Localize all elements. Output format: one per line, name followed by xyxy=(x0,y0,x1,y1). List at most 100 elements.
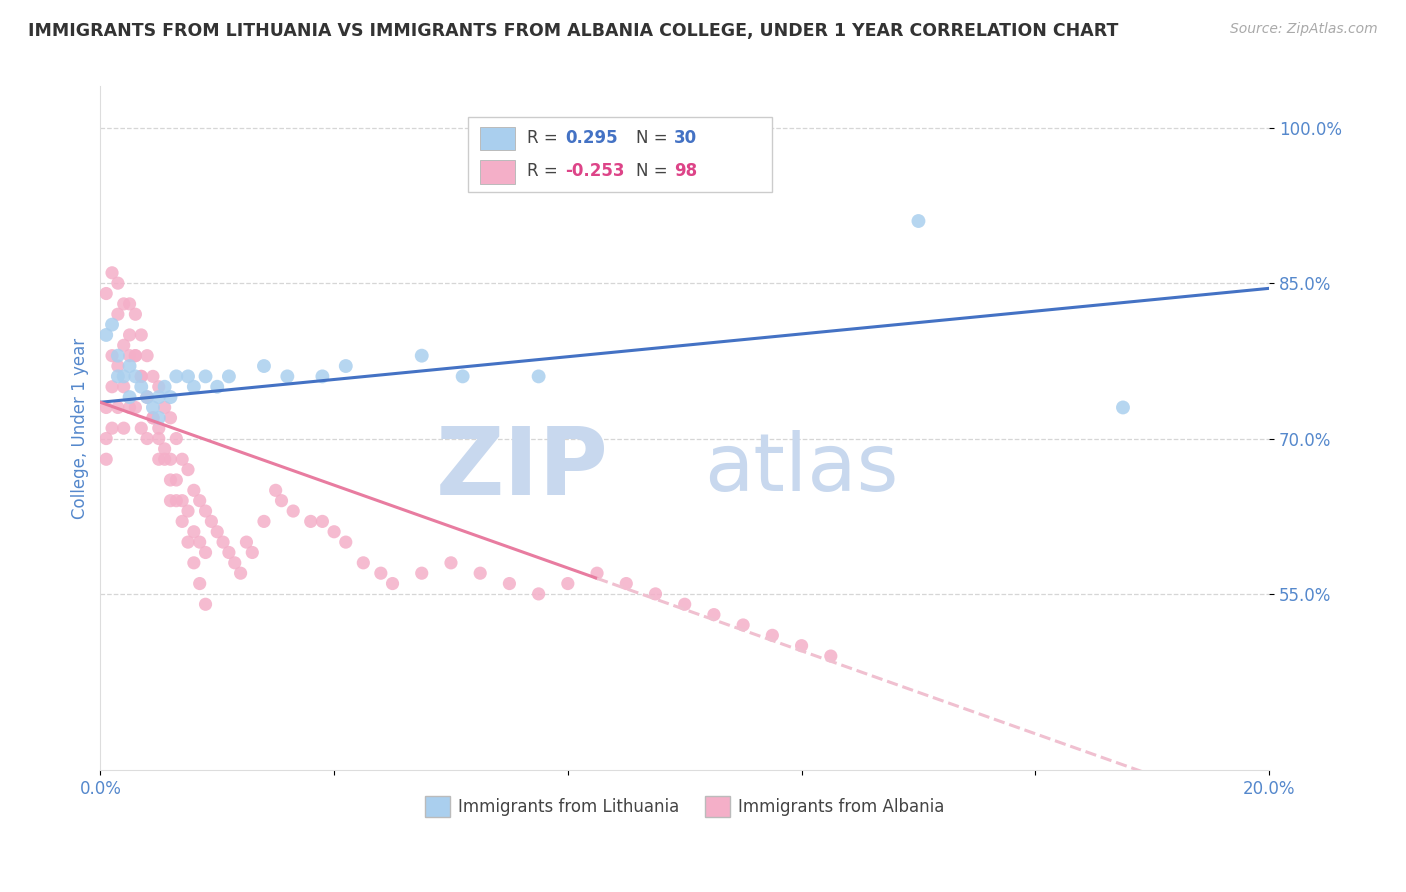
Point xyxy=(153,442,176,456)
Text: atlas: atlas xyxy=(704,430,898,508)
Text: 98: 98 xyxy=(675,162,697,180)
Point xyxy=(165,369,187,384)
Point xyxy=(148,452,170,467)
Point xyxy=(470,566,492,581)
Point xyxy=(218,545,240,559)
Text: ZIP: ZIP xyxy=(436,423,609,516)
Point xyxy=(172,452,194,467)
Point xyxy=(107,401,129,415)
Point xyxy=(159,473,181,487)
Point xyxy=(205,380,228,394)
Point xyxy=(194,545,217,559)
Point xyxy=(761,628,783,642)
Point xyxy=(183,483,205,498)
Point xyxy=(101,266,124,280)
Point xyxy=(124,307,146,321)
Point xyxy=(112,369,135,384)
Point xyxy=(101,380,124,394)
Point xyxy=(159,410,181,425)
Point xyxy=(107,307,129,321)
Text: N =: N = xyxy=(636,129,672,147)
Point xyxy=(153,401,176,415)
Point xyxy=(136,390,159,404)
Point xyxy=(142,369,165,384)
Point xyxy=(172,493,194,508)
Point xyxy=(107,276,129,290)
Point xyxy=(112,421,135,435)
Point xyxy=(498,576,520,591)
Bar xyxy=(481,161,515,184)
Point xyxy=(335,359,357,373)
Point xyxy=(527,369,550,384)
Point xyxy=(136,432,159,446)
Point xyxy=(124,349,146,363)
Point xyxy=(183,524,205,539)
Point xyxy=(614,576,637,591)
Legend: Immigrants from Lithuania, Immigrants from Albania: Immigrants from Lithuania, Immigrants fr… xyxy=(419,789,950,823)
Point xyxy=(557,576,579,591)
Point xyxy=(124,349,146,363)
Point xyxy=(107,359,129,373)
Point xyxy=(411,566,433,581)
Point xyxy=(153,380,176,394)
Point xyxy=(235,535,257,549)
Point xyxy=(165,432,187,446)
Point xyxy=(212,535,235,549)
Point xyxy=(118,401,141,415)
Point xyxy=(129,369,152,384)
Point xyxy=(253,515,276,529)
Point xyxy=(142,410,165,425)
Point xyxy=(177,462,200,476)
Point xyxy=(194,597,217,611)
Point xyxy=(159,390,181,404)
Point xyxy=(644,587,666,601)
Text: N =: N = xyxy=(636,162,672,180)
Point xyxy=(194,369,217,384)
Point xyxy=(107,349,129,363)
Point xyxy=(229,566,252,581)
Point xyxy=(112,338,135,352)
Text: 30: 30 xyxy=(675,129,697,147)
Point xyxy=(96,452,118,467)
Point xyxy=(159,452,181,467)
Point xyxy=(124,401,146,415)
Point xyxy=(253,359,276,373)
Point xyxy=(107,369,129,384)
Point xyxy=(96,401,118,415)
Point xyxy=(451,369,474,384)
Point xyxy=(200,515,222,529)
Point xyxy=(188,493,211,508)
Point xyxy=(101,318,124,332)
FancyBboxPatch shape xyxy=(468,117,772,193)
Point xyxy=(270,493,292,508)
Point xyxy=(101,421,124,435)
Point xyxy=(148,432,170,446)
Point xyxy=(264,483,287,498)
Point xyxy=(118,359,141,373)
Point xyxy=(118,297,141,311)
Text: 0.295: 0.295 xyxy=(565,129,619,147)
Point xyxy=(188,535,211,549)
Point xyxy=(153,452,176,467)
Point xyxy=(907,214,929,228)
Point xyxy=(311,515,333,529)
Point xyxy=(129,328,152,343)
Point xyxy=(172,515,194,529)
Point xyxy=(240,545,263,559)
Point xyxy=(142,410,165,425)
Point xyxy=(148,380,170,394)
Point xyxy=(673,597,696,611)
Point xyxy=(311,369,333,384)
Point xyxy=(352,556,374,570)
Point xyxy=(177,504,200,518)
Point xyxy=(411,349,433,363)
Point xyxy=(112,380,135,394)
Point xyxy=(335,535,357,549)
Point xyxy=(205,524,228,539)
Point xyxy=(370,566,392,581)
Point xyxy=(440,556,463,570)
Point xyxy=(165,473,187,487)
Point xyxy=(276,369,298,384)
Point xyxy=(177,369,200,384)
Point xyxy=(136,390,159,404)
